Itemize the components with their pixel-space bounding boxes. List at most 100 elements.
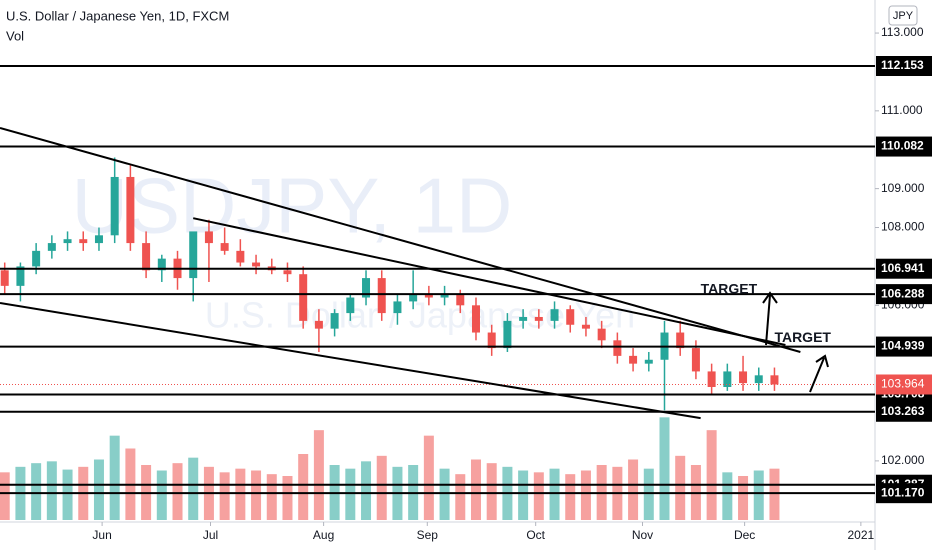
candle-body bbox=[32, 250, 41, 267]
level-label: 112.153 bbox=[881, 58, 924, 72]
candle-body bbox=[142, 243, 151, 271]
level-label: 106.288 bbox=[881, 286, 925, 300]
volume-bar bbox=[313, 430, 324, 520]
candle-body bbox=[126, 176, 135, 244]
candle-body bbox=[581, 324, 590, 329]
volume-bar bbox=[376, 455, 387, 520]
volume-bar bbox=[753, 470, 764, 520]
currency-button[interactable] bbox=[888, 5, 918, 26]
volume-bar bbox=[93, 459, 104, 520]
candle-body bbox=[629, 355, 638, 364]
volume-bar bbox=[266, 474, 277, 520]
level-label: 110.082 bbox=[881, 139, 924, 153]
volume-bar bbox=[423, 435, 434, 520]
candle-body bbox=[63, 239, 72, 244]
target-arrow bbox=[762, 291, 778, 346]
volume-bar bbox=[722, 472, 733, 520]
chart-title: U.S. Dollar / Japanese Yen, 1D, FXCM bbox=[6, 8, 229, 23]
level-label-bg bbox=[876, 56, 932, 77]
candle-body bbox=[283, 270, 292, 275]
candle-body bbox=[613, 340, 622, 356]
trendline bbox=[0, 301, 701, 420]
candle-body bbox=[424, 293, 433, 298]
candle-body bbox=[487, 332, 496, 349]
volume-bar bbox=[738, 476, 749, 520]
volume-bar bbox=[298, 454, 309, 520]
volume-bar bbox=[109, 435, 120, 520]
level-label-bg bbox=[876, 136, 932, 157]
level-label-bg bbox=[876, 483, 932, 504]
annotation: TARGET bbox=[774, 329, 831, 345]
x-tick-label: Sep bbox=[417, 528, 439, 542]
candle-body bbox=[157, 258, 166, 271]
candle-body bbox=[409, 293, 418, 302]
x-tick-label: Jun bbox=[92, 528, 111, 542]
candle-body bbox=[691, 348, 700, 372]
candle-body bbox=[16, 266, 25, 286]
candle-body bbox=[189, 231, 198, 279]
volume-bar bbox=[455, 474, 466, 520]
trendline bbox=[193, 217, 786, 346]
volume-bar bbox=[659, 417, 670, 520]
volume-bar bbox=[518, 470, 529, 520]
volume-bar bbox=[46, 461, 57, 520]
candle-body bbox=[550, 309, 559, 321]
candle-body bbox=[330, 313, 339, 329]
watermark-sub: U.S. Dollar / Japanese Yen bbox=[205, 295, 635, 336]
candle-body bbox=[47, 243, 56, 251]
y-tick-label: 113.000 bbox=[881, 25, 924, 39]
x-tick-label: Dec bbox=[734, 528, 755, 542]
level-label: 106.941 bbox=[881, 261, 925, 275]
volume-bar bbox=[470, 459, 481, 520]
candle-body bbox=[644, 359, 653, 364]
volume-bar bbox=[188, 457, 199, 520]
volume-bar bbox=[62, 469, 73, 520]
candle-body bbox=[456, 293, 465, 306]
volume-bar bbox=[282, 476, 293, 520]
candle-body bbox=[676, 332, 685, 349]
target-arrow bbox=[809, 354, 829, 393]
candle-body bbox=[440, 293, 449, 298]
volume-bar bbox=[533, 472, 544, 520]
candle-body bbox=[723, 371, 732, 387]
y-tick-label: 102.000 bbox=[881, 453, 925, 467]
candle-body bbox=[362, 278, 371, 298]
volume-bar bbox=[769, 468, 780, 520]
volume-bar bbox=[251, 470, 262, 520]
candle-body bbox=[597, 328, 606, 341]
candle-body bbox=[503, 320, 512, 349]
x-tick-label: Aug bbox=[313, 528, 334, 542]
level-label-bg bbox=[876, 284, 932, 305]
y-tick-label: 111.000 bbox=[881, 103, 923, 117]
volume-bar bbox=[675, 455, 686, 520]
volume-bar bbox=[345, 468, 356, 520]
volume-bar bbox=[31, 463, 42, 520]
level-label: 104.939 bbox=[881, 339, 925, 353]
volume-bar bbox=[0, 472, 10, 520]
candle-body bbox=[110, 176, 119, 236]
candle-body bbox=[770, 375, 779, 385]
x-tick-label: Nov bbox=[632, 528, 653, 542]
volume-bar bbox=[156, 470, 167, 520]
last-price-label: 103.964 bbox=[881, 377, 925, 391]
level-label-bg bbox=[876, 258, 932, 279]
volume-bar bbox=[439, 468, 450, 520]
currency-label: JPY bbox=[893, 10, 914, 22]
annotation: TARGET bbox=[701, 280, 758, 296]
volume-bar bbox=[172, 463, 183, 520]
volume-bar bbox=[580, 470, 591, 520]
volume-bar bbox=[235, 468, 246, 520]
volume-bar bbox=[486, 463, 497, 520]
candle-body bbox=[252, 262, 261, 267]
candle-body bbox=[346, 297, 355, 314]
candle-body bbox=[377, 278, 386, 314]
candle-body bbox=[534, 316, 543, 321]
candle-body bbox=[471, 305, 480, 333]
candle-body bbox=[519, 316, 528, 321]
volume-bar bbox=[219, 472, 230, 520]
volume-label: Vol bbox=[6, 28, 24, 43]
candle-body bbox=[707, 371, 716, 387]
x-tick-label: Jul bbox=[203, 528, 218, 542]
